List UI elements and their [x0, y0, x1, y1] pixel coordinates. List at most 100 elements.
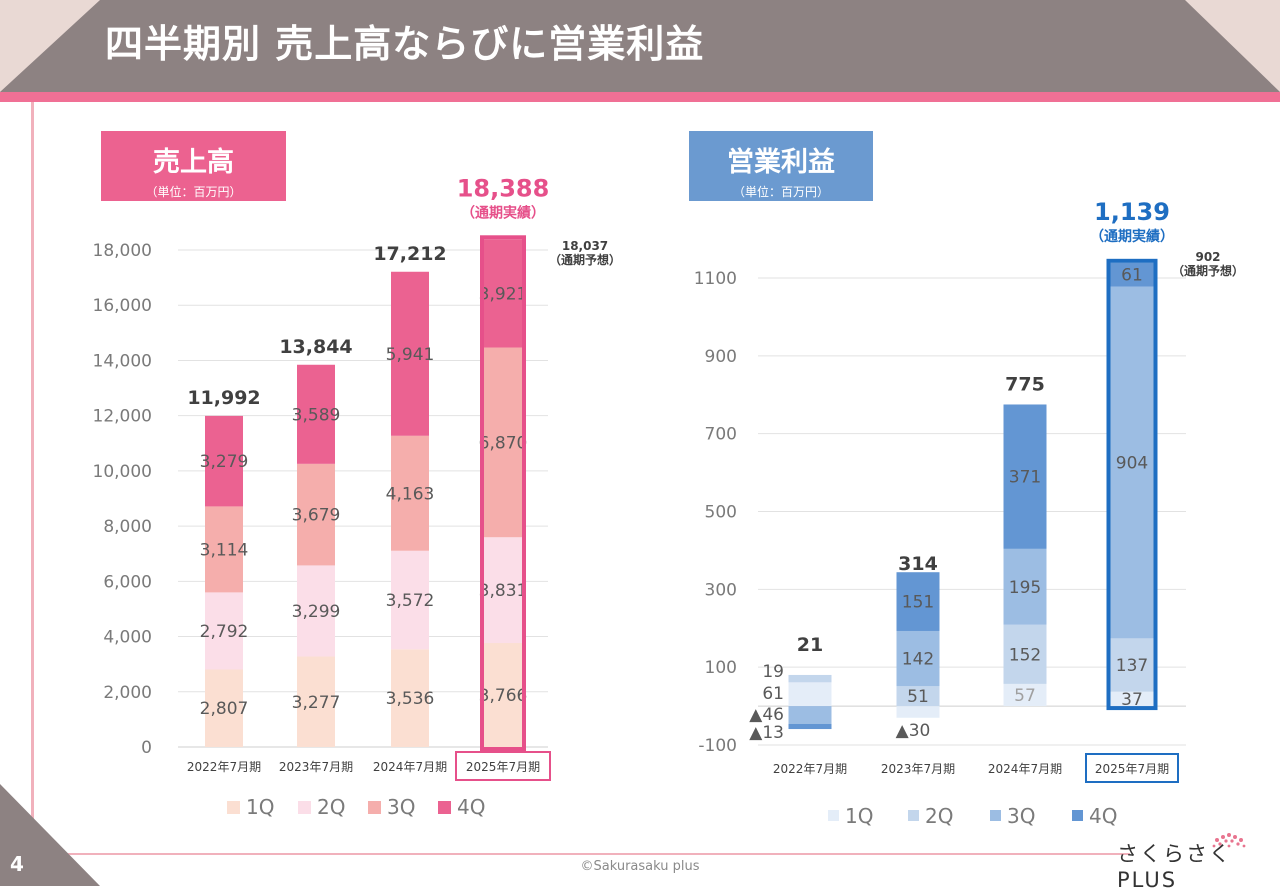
data-label: 3,679: [292, 506, 341, 526]
sales-badge-unit: （単位：百万円）: [145, 185, 242, 199]
legend-swatch: [438, 801, 451, 814]
data-label: 3,536: [386, 689, 435, 709]
bar-segment: [484, 643, 522, 747]
x-tick-label: 2022年7月期: [187, 760, 261, 774]
bar-segment: [297, 463, 335, 566]
bar-segment: [484, 537, 522, 644]
forecast-note: （通期予想）: [549, 252, 621, 267]
data-label: 3,277: [292, 693, 341, 713]
data-label: 37: [1121, 690, 1143, 710]
data-label: 19: [762, 662, 784, 682]
data-label: 5,941: [386, 345, 435, 365]
y-tick-label: 2,000: [103, 683, 152, 703]
bar-segment: [297, 656, 335, 747]
data-label: 51: [907, 687, 929, 707]
data-label: 3,831: [479, 581, 528, 601]
footer-corner-decoration: [0, 784, 100, 886]
x-tick-label: 2025年7月期: [1095, 762, 1169, 776]
y-tick-label: 500: [705, 503, 737, 523]
category-highlight-box: [1085, 753, 1179, 783]
footer-divider: [60, 853, 1130, 855]
bar-segment: [484, 347, 522, 538]
x-tick-label: 2025年7月期: [466, 760, 540, 774]
legend-label: 1Q: [845, 804, 873, 828]
category-highlight-box: [455, 751, 551, 781]
legend-swatch: [1072, 810, 1083, 821]
bar-segment: [788, 674, 832, 683]
legend-label: 2Q: [925, 804, 953, 828]
data-label: 2,807: [200, 699, 249, 719]
legend-swatch: [908, 810, 919, 821]
data-label: 142: [902, 650, 934, 670]
page-title: 四半期別 売上高ならびに営業利益: [105, 22, 705, 66]
bar-segment: [1003, 624, 1047, 684]
legend-swatch: [368, 801, 381, 814]
total-label: 775: [1005, 373, 1045, 395]
data-label: 195: [1009, 578, 1041, 598]
header-stripe: [0, 92, 1280, 102]
legend-label: 3Q: [387, 795, 415, 819]
bar-segment: [391, 435, 429, 551]
total-label: 11,992: [187, 387, 260, 409]
total-label: 314: [898, 553, 938, 575]
bar-segment: [205, 506, 243, 593]
x-tick-label: 2023年7月期: [881, 762, 955, 776]
bar-segment: [1110, 638, 1154, 692]
y-tick-label: 6,000: [103, 572, 152, 592]
data-label: 137: [1116, 656, 1148, 676]
profit-badge-title: 営業利益: [727, 147, 835, 178]
legend-swatch: [990, 810, 1001, 821]
bar-segment: [896, 630, 940, 687]
highlight-box: [480, 235, 526, 751]
data-label: 371: [1009, 468, 1041, 488]
y-tick-label: 1100: [694, 269, 737, 289]
x-tick-label: 2024年7月期: [988, 762, 1062, 776]
y-tick-label: 14,000: [93, 351, 152, 371]
header-corner-decoration: [1185, 0, 1280, 92]
sales-chart: 0 2,000 4,000 6,000 8,000 10,000 12,000 14,000 1…: [93, 174, 621, 819]
y-tick-label: 8,000: [103, 517, 152, 537]
bar-segment: [1003, 404, 1047, 549]
highlight-box: [1106, 258, 1158, 711]
data-label: ▲13: [749, 723, 784, 743]
data-label: 57: [1014, 686, 1036, 706]
profit-badge-unit: （単位：百万円）: [732, 185, 829, 199]
data-label: ▲30: [896, 721, 931, 741]
bar-segment: [391, 271, 429, 436]
bar-segment: [205, 669, 243, 747]
total-label: 18,388: [457, 174, 550, 202]
bar-segment: [1003, 683, 1047, 707]
x-tick-label: 2022年7月期: [773, 762, 847, 776]
forecast-value: 902: [1195, 250, 1220, 264]
forecast-note: （通期予想）: [1172, 263, 1244, 278]
x-tick-label: 2023年7月期: [279, 760, 353, 774]
total-label: 21: [797, 634, 823, 656]
data-label: ▲46: [749, 705, 784, 725]
bar-segment: [297, 364, 335, 464]
bar-segment: [1110, 691, 1154, 707]
sales-badge: 売上高 （単位：百万円）: [101, 131, 286, 201]
legend-label: 3Q: [1007, 804, 1035, 828]
data-label: 61: [762, 684, 784, 704]
bar-segment: [297, 565, 335, 657]
y-tick-label: 12,000: [93, 407, 152, 427]
actual-note: （通期実績）: [461, 204, 545, 221]
data-label: 904: [1116, 453, 1148, 473]
page-number: 4: [10, 852, 24, 876]
bar-segment: [896, 686, 940, 707]
data-label: 4,163: [386, 484, 435, 504]
y-tick-label: 10,000: [93, 462, 152, 482]
total-label: 13,844: [279, 336, 352, 358]
legend-swatch: [828, 810, 839, 821]
bar-segment: [896, 572, 940, 631]
y-tick-label: 4,000: [103, 628, 152, 648]
logo-text: さくらさくPLUS: [1117, 842, 1232, 892]
data-label: 152: [1009, 645, 1041, 665]
data-label: 61: [1121, 266, 1143, 286]
bar-segment: [788, 682, 832, 707]
y-tick-label: 300: [705, 580, 737, 600]
header-corner-decoration: [0, 0, 100, 92]
y-tick-label: 900: [705, 347, 737, 367]
bar-segment: [896, 706, 940, 718]
